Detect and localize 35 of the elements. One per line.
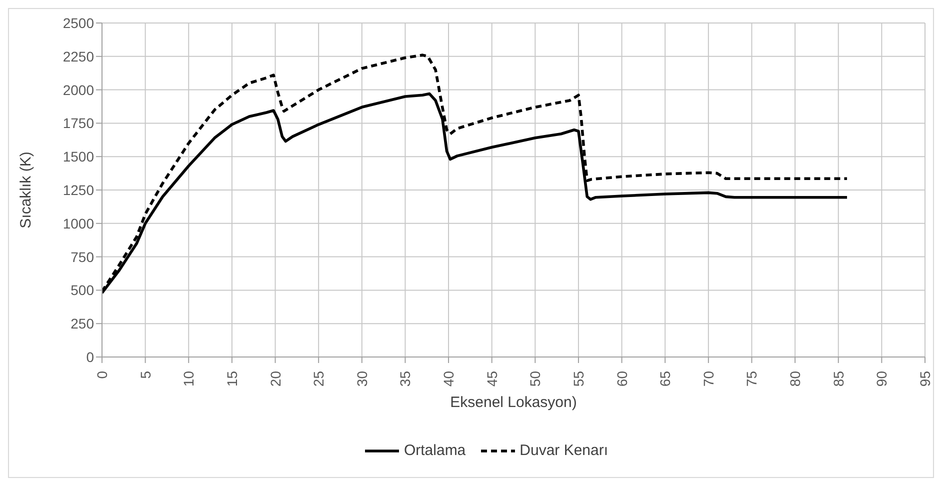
y-tick-label: 1250: [62, 182, 94, 198]
x-tick-label: 40: [440, 370, 457, 387]
y-tick-label: 250: [70, 316, 94, 332]
x-tick-label: 80: [787, 370, 804, 387]
x-tick-label: 85: [830, 370, 846, 387]
legend-label: Ortalama: [404, 442, 466, 459]
x-tick-label: 50: [527, 370, 544, 387]
x-tick-label: 0: [94, 370, 110, 379]
x-tick-label: 30: [354, 370, 370, 387]
legend-label: Duvar Kenarı: [520, 442, 608, 459]
x-tick-label: 90: [874, 370, 890, 387]
x-tick-label: 35: [397, 370, 414, 387]
x-tick-label: 5: [137, 370, 154, 379]
x-tick-label: 60: [614, 370, 630, 387]
x-axis-title: Eksenel Lokasyon): [450, 394, 577, 411]
y-tick-label: 1500: [62, 148, 94, 165]
x-tick-label: 65: [657, 370, 674, 387]
x-tick-label: 25: [310, 370, 327, 387]
y-axis-title: Sıcaklık (K): [17, 152, 34, 228]
y-tick-label: 2250: [62, 48, 94, 64]
x-tick-label: 10: [180, 370, 197, 387]
x-tick-label: 45: [484, 370, 500, 387]
x-tick-label: 70: [700, 370, 716, 387]
x-tick-label: 15: [224, 370, 240, 387]
y-tick-label: 2000: [62, 82, 94, 98]
y-tick-label: 750: [70, 248, 94, 265]
x-tick-label: 75: [744, 370, 760, 387]
y-tick-label: 2500: [62, 14, 94, 31]
y-tick-label: 500: [70, 282, 94, 298]
y-tick-label: 0: [86, 348, 94, 365]
x-tick-label: 20: [267, 370, 284, 387]
y-tick-label: 1000: [62, 215, 94, 232]
x-tick-label: 95: [917, 370, 933, 387]
x-tick-label: 55: [570, 370, 586, 387]
y-tick-label: 1750: [62, 115, 94, 132]
